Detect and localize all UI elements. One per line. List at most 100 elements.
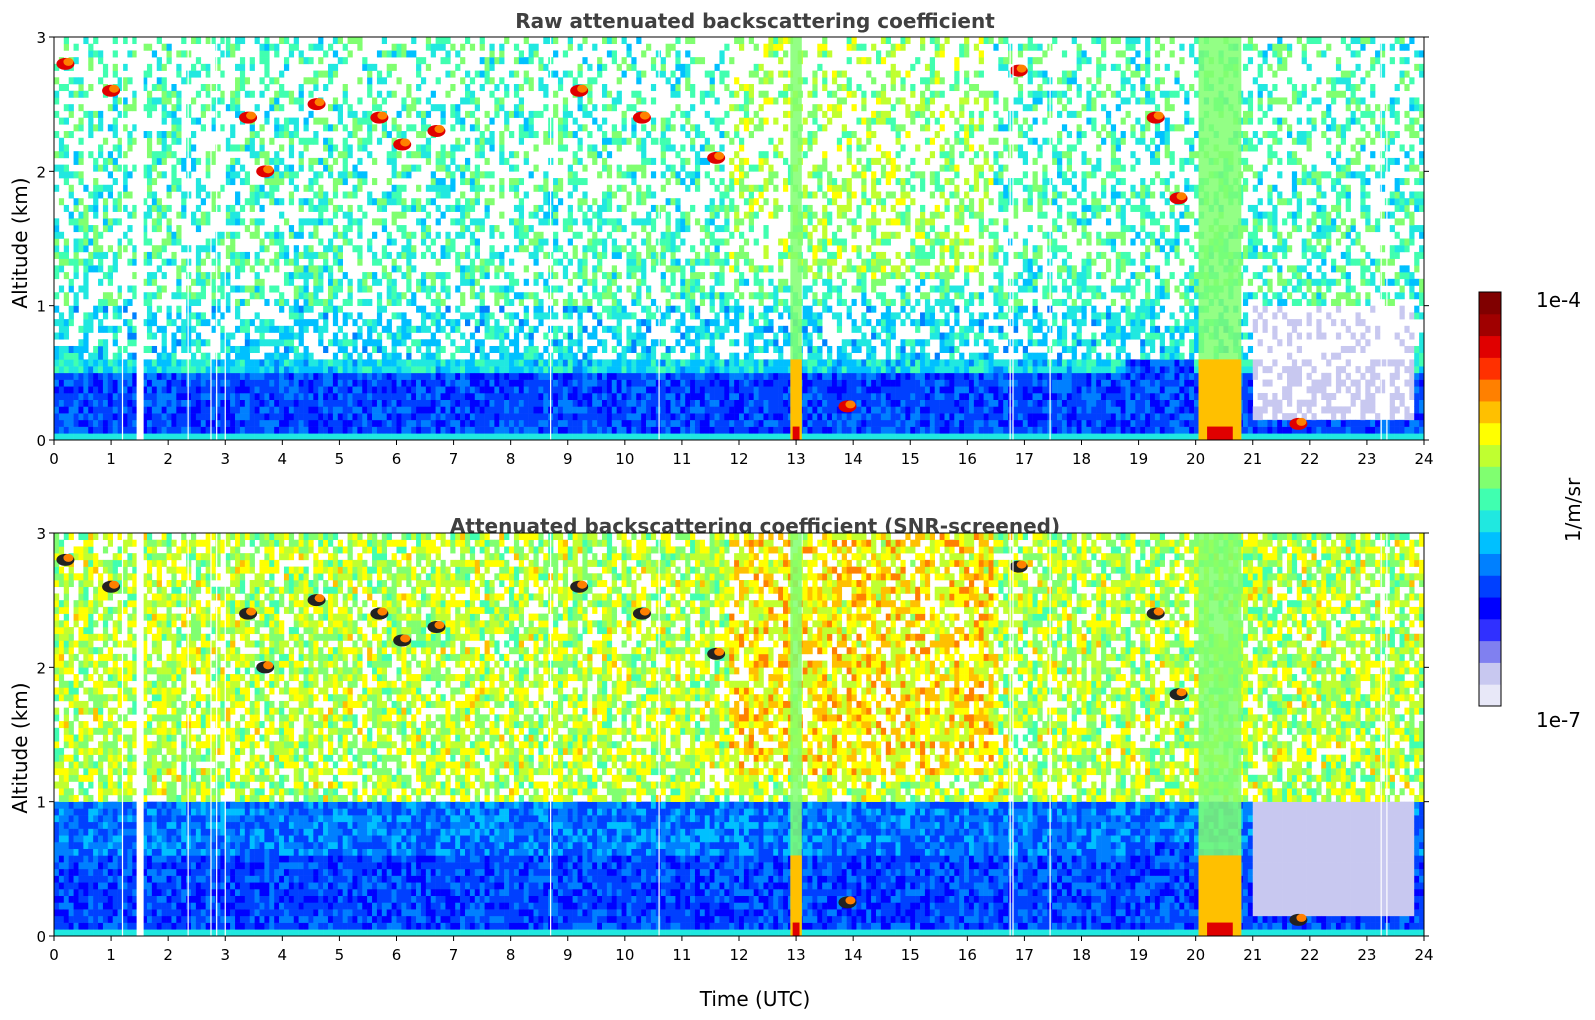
x-tick-label: 3 [220, 450, 230, 468]
cloud-patch-edge [1017, 65, 1027, 73]
x-tick-label: 21 [1243, 450, 1262, 468]
colorbar-segment [1479, 510, 1501, 532]
x-axis-label: Time (UTC) [699, 987, 811, 1011]
precipitation-core [793, 427, 800, 440]
cloud-patch-edge [845, 400, 855, 408]
x-tick-label: 6 [392, 450, 402, 468]
precipitation-core [1207, 427, 1233, 440]
cloud-patch-edge [577, 581, 587, 589]
cloud-patch-edge [577, 85, 587, 93]
x-tick-label: 10 [615, 450, 634, 468]
x-tick-label: 6 [392, 946, 402, 964]
x-tick-label: 18 [1072, 450, 1091, 468]
colorbar-segment [1479, 466, 1501, 488]
x-tick-label: 14 [844, 450, 863, 468]
precipitation-core [793, 923, 800, 936]
colorbar-segment [1479, 553, 1501, 575]
x-tick-label: 13 [787, 946, 806, 964]
y-tick-label: 2 [36, 163, 46, 181]
cloud-patch-edge [1296, 418, 1306, 426]
cloud-patch-edge [714, 648, 724, 656]
colorbar-segment [1479, 401, 1501, 423]
colorbar-max-label: 1e-4 [1536, 288, 1581, 312]
x-tick-label: 4 [278, 450, 288, 468]
cloud-patch-edge [315, 98, 325, 106]
y-tick-label: 0 [36, 432, 46, 450]
x-tick-label: 8 [506, 450, 516, 468]
colorbar-label: 1/m/sr [1561, 477, 1585, 542]
colorbar-segment [1479, 336, 1501, 358]
colorbar-segment [1479, 575, 1501, 597]
x-tick-label: 18 [1072, 946, 1091, 964]
colorbar-segment [1479, 357, 1501, 379]
cloud-patch-edge [640, 608, 650, 616]
colorbar: 1e-4 1e-7 1/m/sr [1479, 288, 1585, 732]
cloud-patch-edge [434, 125, 444, 133]
y-tick-label: 1 [36, 298, 46, 316]
x-tick-label: 22 [1300, 946, 1319, 964]
colorbar-min-label: 1e-7 [1536, 708, 1581, 732]
x-tick-label: 7 [449, 450, 459, 468]
x-tick-label: 19 [1129, 450, 1148, 468]
cloud-patch-edge [1296, 914, 1306, 922]
x-tick-label: 17 [1015, 946, 1034, 964]
y-axis-label: Altitude (km) [8, 177, 32, 308]
cloud-patch-edge [400, 138, 410, 146]
x-tick-label: 23 [1357, 946, 1376, 964]
x-tick-label: 16 [958, 946, 977, 964]
cloud-patch-edge [246, 608, 256, 616]
x-tick-label: 0 [49, 450, 59, 468]
x-tick-label: 13 [787, 450, 806, 468]
colorbar-segment [1479, 423, 1501, 445]
y-tick-label: 3 [36, 525, 46, 543]
colorbar-segment [1479, 684, 1501, 706]
x-tick-label: 5 [335, 946, 345, 964]
precipitation-core [1207, 923, 1233, 936]
x-tick-label: 9 [563, 450, 573, 468]
colorbar-segment [1479, 292, 1501, 314]
cloud-patch-edge [714, 152, 724, 160]
x-tick-label: 7 [449, 946, 459, 964]
x-tick-label: 8 [506, 946, 516, 964]
cloud-patch-edge [109, 85, 119, 93]
x-tick-label: 23 [1357, 450, 1376, 468]
colorbar-segment [1479, 662, 1501, 684]
x-tick-label: 20 [1186, 946, 1205, 964]
x-tick-label: 2 [163, 450, 173, 468]
cloud-patch-edge [1177, 688, 1187, 696]
missing-data-gap [137, 533, 144, 936]
cloud-patch-edge [315, 594, 325, 602]
x-tick-label: 24 [1414, 450, 1433, 468]
x-tick-label: 22 [1300, 450, 1319, 468]
colorbar-segment [1479, 641, 1501, 663]
x-tick-label: 12 [729, 946, 748, 964]
x-tick-label: 4 [278, 946, 288, 964]
x-tick-label: 16 [958, 450, 977, 468]
y-tick-label: 1 [36, 794, 46, 812]
cloud-patch-edge [400, 634, 410, 642]
cloud-patch-edge [640, 112, 650, 120]
colorbar-segment [1479, 532, 1501, 554]
x-tick-label: 21 [1243, 946, 1262, 964]
x-tick-label: 0 [49, 946, 59, 964]
colorbar-segment [1479, 597, 1501, 619]
y-tick-label: 0 [36, 928, 46, 946]
x-tick-label: 14 [844, 946, 863, 964]
cloud-patch-edge [246, 112, 256, 120]
cloud-patch-edge [1177, 192, 1187, 200]
y-axis-label: Altitude (km) [8, 682, 32, 813]
x-tick-label: 11 [672, 946, 691, 964]
x-tick-label: 5 [335, 450, 345, 468]
chart-title: Raw attenuated backscattering coefficien… [515, 9, 995, 33]
cloud-patch-edge [1017, 561, 1027, 569]
cloud-patch-edge [109, 581, 119, 589]
x-tick-label: 20 [1186, 450, 1205, 468]
x-tick-label: 9 [563, 946, 573, 964]
x-tick-label: 15 [901, 946, 920, 964]
colorbar-segment [1479, 488, 1501, 510]
x-tick-label: 3 [220, 946, 230, 964]
cloud-patch-edge [845, 896, 855, 904]
chart-raw-backscatter: Raw attenuated backscattering coefficien… [8, 9, 1434, 468]
cloud-patch-edge [434, 621, 444, 629]
missing-data-gap [137, 37, 144, 440]
